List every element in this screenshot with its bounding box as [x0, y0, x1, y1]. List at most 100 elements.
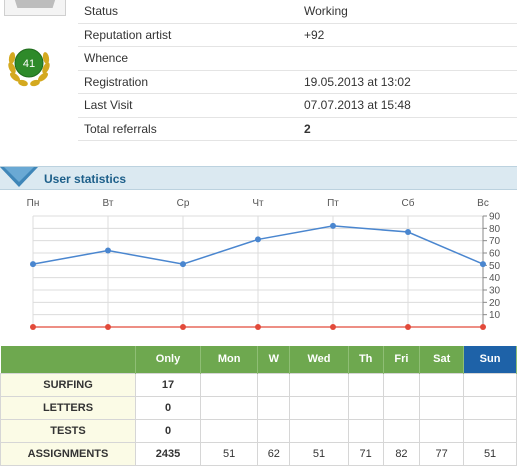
x-tick-label: Пн — [27, 198, 40, 209]
data-point — [330, 222, 336, 229]
header-only: Only — [135, 346, 201, 373]
data-point — [405, 229, 411, 236]
statistics-chart: Пн Вт Ср Чт Пт Сб Вс 90 80 70 60 50 40 30 20 10 — [0, 194, 517, 334]
section-title: User statistics — [44, 172, 127, 186]
referrals-value: 2 — [304, 121, 311, 136]
info-row-referrals: Total referrals 2 — [78, 118, 517, 141]
avatar-image — [13, 0, 57, 8]
laurel-badge-icon: 41 — [8, 48, 50, 87]
status-label: Status — [84, 4, 119, 19]
data-point — [30, 261, 36, 268]
cell-day: 82 — [382, 441, 421, 466]
cell-day — [419, 418, 465, 443]
y-tick-label: 20 — [489, 298, 501, 309]
cell-day — [199, 418, 259, 443]
last-visit-label: Last Visit — [84, 98, 133, 113]
cell-day — [382, 395, 421, 420]
data-point — [255, 236, 261, 243]
y-tick-label: 80 — [489, 224, 501, 235]
referrals-label: Total referrals — [84, 121, 157, 136]
x-tick-label: Пт — [327, 198, 339, 209]
cell-day — [347, 372, 384, 397]
cell-day — [289, 418, 349, 443]
table-row: TESTS 0 — [0, 418, 517, 443]
cell-day — [382, 418, 421, 443]
stats-header-row: Only Mon W Wed Th Fri Sat Sun — [0, 346, 517, 373]
cell-day: 71 — [347, 441, 384, 466]
table-row: ASSIGNMENTS 2435 51 62 51 71 82 77 51 — [0, 441, 517, 466]
row-label-letters: LETTERS — [0, 395, 136, 420]
cell-day — [463, 418, 517, 443]
data-point — [105, 247, 111, 254]
cell-day — [347, 418, 384, 443]
x-tick-label: Вс — [477, 198, 489, 209]
cell-day — [463, 372, 517, 397]
x-tick-label: Вт — [103, 198, 114, 209]
baseline-point — [180, 324, 186, 330]
whence-label: Whence — [84, 51, 129, 66]
header-fri: Fri — [383, 346, 421, 373]
cell-only: 17 — [135, 372, 201, 397]
header-thu: Th — [348, 346, 384, 373]
cell-day — [419, 372, 465, 397]
baseline-point — [330, 324, 336, 330]
y-tick-label: 90 — [489, 212, 501, 223]
cell-day: 51 — [463, 441, 517, 466]
collapse-triangle-icon[interactable] — [0, 167, 38, 189]
info-row-registration: Registration 19.05.2013 at 13:02 — [78, 71, 517, 94]
row-label-tests: TESTS — [0, 418, 136, 443]
y-tick-label: 40 — [489, 273, 501, 284]
y-tick-label: 10 — [489, 310, 501, 321]
header-blank — [0, 346, 136, 373]
y-tick-label: 60 — [489, 249, 501, 260]
cell-day: 51 — [199, 441, 259, 466]
baseline-point — [480, 324, 486, 330]
cell-day — [199, 395, 259, 420]
cell-only: 2435 — [135, 441, 201, 466]
cell-day — [382, 372, 421, 397]
cell-day: 51 — [289, 441, 349, 466]
cell-day: 62 — [257, 441, 291, 466]
row-label-assignments: ASSIGNMENTS — [0, 441, 136, 466]
table-row: LETTERS 0 — [0, 395, 517, 420]
cell-day — [463, 395, 517, 420]
cell-only: 0 — [135, 418, 201, 443]
cell-day — [199, 372, 259, 397]
cell-day — [289, 372, 349, 397]
cell-day: 77 — [419, 441, 465, 466]
reputation-label: Reputation artist — [84, 27, 172, 42]
header-sun: Sun — [463, 346, 517, 373]
baseline-point — [105, 324, 111, 330]
baseline-point — [255, 324, 261, 330]
cell-only: 0 — [135, 395, 201, 420]
cell-day — [347, 395, 384, 420]
cell-day — [289, 395, 349, 420]
data-point — [180, 261, 186, 268]
y-tick-label: 30 — [489, 286, 501, 297]
info-row-last-visit: Last Visit 07.07.2013 at 15:48 — [78, 94, 517, 118]
table-row: SURFING 17 — [0, 372, 517, 397]
x-tick-label: Ср — [177, 198, 190, 209]
reputation-value: +92 — [304, 27, 325, 42]
info-row-status: Status Working — [78, 0, 517, 24]
stats-table: Only Mon W Wed Th Fri Sat Sun SURFING 17… — [0, 346, 517, 466]
profile-info: Status Working Reputation artist +92 Whe… — [78, 0, 517, 141]
user-statistics-header[interactable]: User statistics — [0, 166, 517, 190]
info-row-reputation: Reputation artist +92 — [78, 24, 517, 47]
header-wed: Wed — [289, 346, 349, 373]
level-badge: 41 — [6, 42, 52, 88]
baseline-point — [405, 324, 411, 330]
data-point — [480, 261, 486, 268]
avatar[interactable] — [4, 0, 66, 16]
header-tue: W — [257, 346, 291, 373]
info-row-whence: Whence — [78, 47, 517, 71]
cell-day — [257, 418, 291, 443]
baseline-point — [30, 324, 36, 330]
y-tick-label: 50 — [489, 261, 501, 272]
cell-day — [419, 395, 465, 420]
y-tick-label: 70 — [489, 236, 501, 247]
header-mon: Mon — [200, 346, 259, 373]
row-label-surfing: SURFING — [0, 372, 136, 397]
cell-day — [257, 372, 291, 397]
